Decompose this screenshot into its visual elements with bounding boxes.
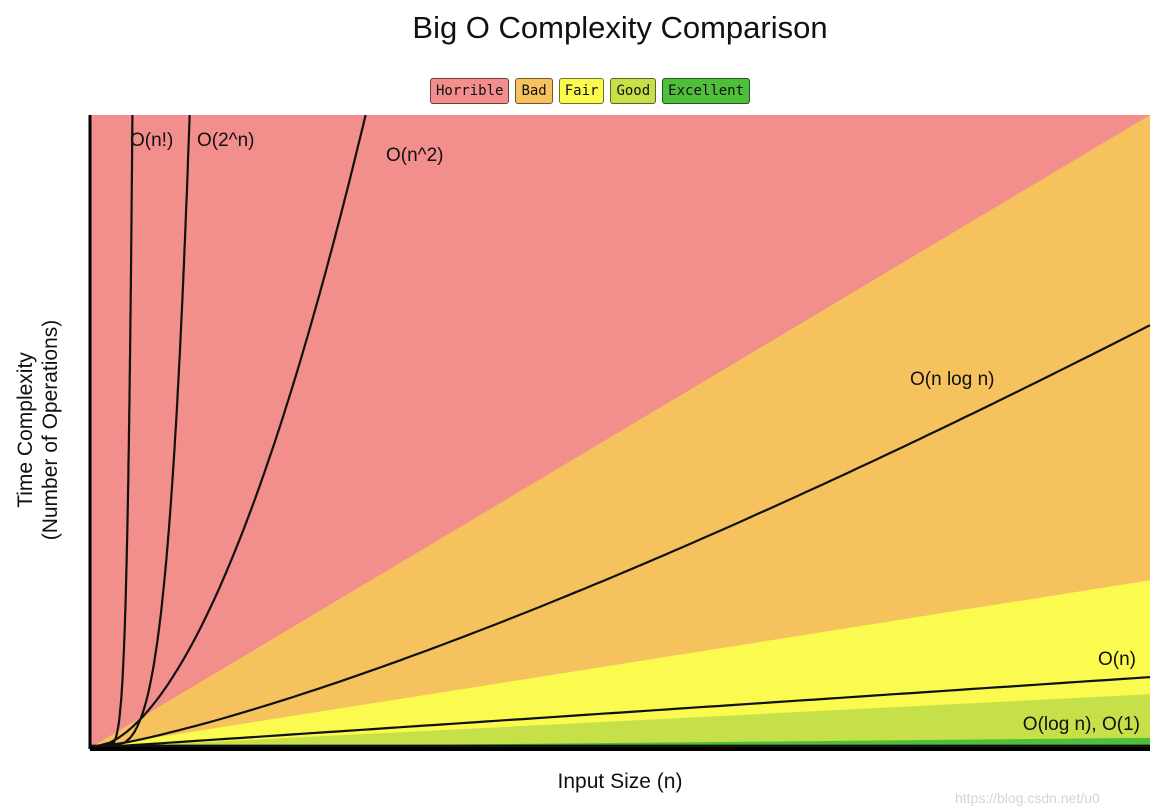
legend-good: Good bbox=[610, 78, 657, 104]
curve-labels-layer: O(n!) O(2^n) O(n^2) O(n log n) O(n) O(log n),… bbox=[130, 130, 1140, 735]
curve-o-n-log-n bbox=[89, 324, 1151, 750]
regions-layer bbox=[90, 115, 1150, 748]
curves-layer bbox=[89, 114, 1151, 750]
legend-bad: Bad bbox=[515, 78, 553, 104]
curve-o-n bbox=[89, 676, 1151, 750]
label-o-n-log-n: O(n log n) bbox=[910, 369, 994, 390]
curve-o-2-pow-n bbox=[89, 114, 191, 750]
label-o-2-pow-n: O(2^n) bbox=[197, 130, 254, 151]
label-o-n-factorial: O(n!) bbox=[130, 130, 173, 151]
watermark: https://blog.csdn.net/u0 bbox=[955, 790, 1100, 806]
label-o-n: O(n) bbox=[1098, 649, 1136, 670]
legend-excellent: Excellent bbox=[662, 78, 751, 104]
chart-title: Big O Complexity Comparison bbox=[412, 10, 828, 45]
curve-o-n-factorial bbox=[89, 115, 134, 750]
axes-layer bbox=[88, 115, 1150, 751]
region-good bbox=[90, 694, 1150, 748]
region-fair bbox=[90, 580, 1150, 748]
legend-fair: Fair bbox=[558, 78, 605, 104]
label-o-n-squared: O(n^2) bbox=[386, 145, 443, 166]
curve-o-n-squared bbox=[89, 114, 367, 750]
legend: Horrible Bad Fair Good Excellent bbox=[430, 78, 751, 104]
legend-horrible: Horrible bbox=[430, 78, 510, 104]
label-o-log-n-o-1: O(log n), O(1) bbox=[1023, 714, 1140, 735]
region-bad bbox=[90, 115, 1150, 748]
x-axis-label: Input Size (n) bbox=[557, 770, 683, 793]
